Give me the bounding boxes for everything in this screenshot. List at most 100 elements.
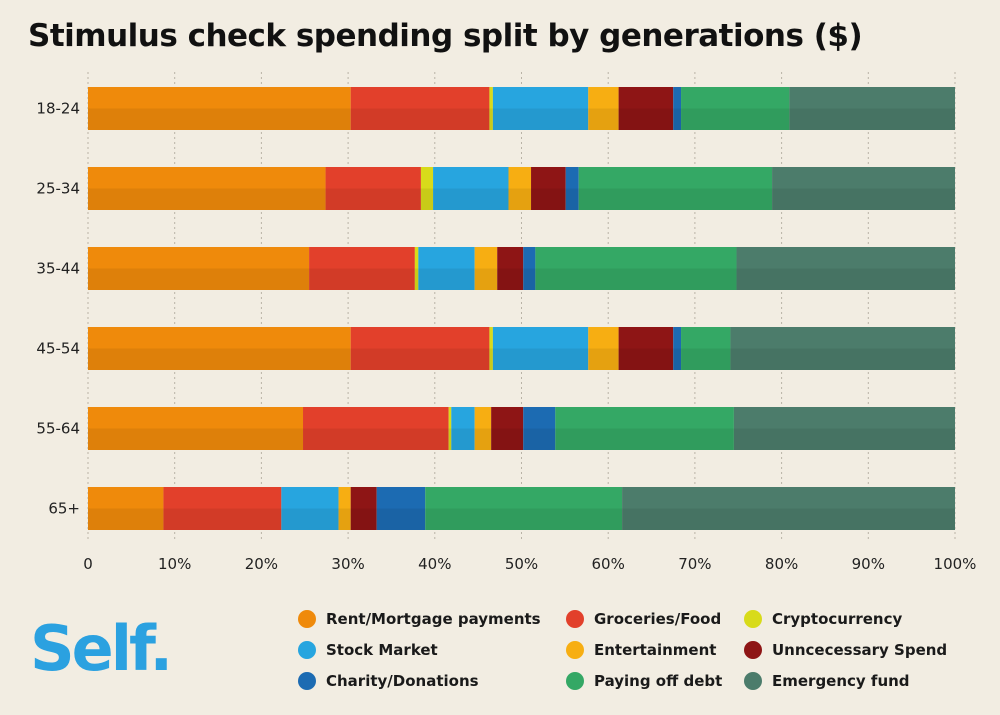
legend-swatch <box>298 609 316 628</box>
bar-segment <box>350 327 490 370</box>
bar-segment-shade <box>88 508 164 530</box>
bar-segment-shade <box>309 268 415 290</box>
legend-item: Groceries/Food <box>566 607 744 630</box>
bar-segment <box>588 87 619 130</box>
bar-segment <box>508 167 532 210</box>
legend-item: Emergency fund <box>744 669 964 692</box>
bar-segment-shade <box>281 508 339 530</box>
x-tick-label: 50% <box>505 555 538 573</box>
bar-segment-shade <box>489 108 493 130</box>
bar-segment <box>88 487 164 530</box>
bar-segment-shade <box>338 508 351 530</box>
bar-segment <box>523 247 536 290</box>
legend-swatch <box>744 671 762 690</box>
bar-segment-shade <box>523 428 556 450</box>
bar-segment-shade <box>420 188 434 210</box>
bar-segment-shade <box>618 108 674 130</box>
bar-segment <box>281 487 339 530</box>
legend-swatch <box>744 609 762 628</box>
bar-segment <box>88 327 351 370</box>
bar-segment <box>492 327 589 370</box>
legend-label: Charity/Donations <box>326 671 479 690</box>
bar-segment-shade <box>622 508 955 530</box>
bar-segment-shade <box>425 508 623 530</box>
chart-legend: Rent/Mortgage payments Groceries/Food Cryp… <box>298 607 964 692</box>
bar-segment-shade <box>325 188 421 210</box>
bar-segment-shade <box>88 108 351 130</box>
bar-segment <box>618 327 674 370</box>
y-category-label: 35-44 <box>36 260 80 278</box>
x-tick-label: 0 <box>83 555 93 573</box>
bar-segment <box>88 247 310 290</box>
bar-segment-shade <box>733 428 955 450</box>
bar-segment-shade <box>681 348 731 370</box>
bar-segment <box>681 87 790 130</box>
self-logo: Self. <box>30 618 173 680</box>
bar-segment-shade <box>376 508 426 530</box>
bar-segment <box>433 167 509 210</box>
bar-segment-shade <box>350 108 490 130</box>
legend-label: Paying off debt <box>594 671 723 690</box>
bar-segment-shade <box>508 188 532 210</box>
x-tick-label: 80% <box>765 555 798 573</box>
bar-segment-shade <box>681 108 790 130</box>
bar-segment-shade <box>350 348 490 370</box>
legend-label: Cryptocurrency <box>772 609 903 628</box>
x-tick-label: 100% <box>934 555 977 573</box>
legend-label: Rent/Mortgage payments <box>326 609 541 628</box>
x-tick-label: 20% <box>245 555 278 573</box>
x-tick-label: 10% <box>158 555 191 573</box>
x-tick-label: 60% <box>592 555 625 573</box>
bar-segment-shade <box>535 268 737 290</box>
bar-segment-shade <box>492 348 589 370</box>
legend-swatch <box>744 640 762 659</box>
bar-segment-shade <box>673 348 682 370</box>
bar-segment <box>350 87 490 130</box>
legend-label: Unncecessary Spend <box>772 640 948 659</box>
bar-segment-shade <box>418 268 475 290</box>
bar-segment <box>681 327 731 370</box>
bar-segment <box>730 327 955 370</box>
legend-label: Groceries/Food <box>594 609 722 628</box>
bar-segment <box>420 167 434 210</box>
bar-segment <box>88 87 351 130</box>
bar-segment-shade <box>531 188 566 210</box>
y-category-label: 18-24 <box>36 100 80 118</box>
bar-segment-shade <box>451 428 475 450</box>
legend-label: Stock Market <box>326 640 438 659</box>
bar-segment-shade <box>618 348 674 370</box>
bar-segment <box>523 407 556 450</box>
bar-segment-shade <box>492 108 589 130</box>
x-tick-label: 90% <box>852 555 885 573</box>
bar-segment-shade <box>578 188 773 210</box>
bar-segment <box>772 167 955 210</box>
bar-segment <box>88 407 304 450</box>
bar-segment <box>474 247 498 290</box>
bar-segment-shade <box>88 268 310 290</box>
bar-segment-shade <box>736 268 955 290</box>
logo-dot: . <box>149 612 174 685</box>
x-tick-label: 70% <box>678 555 711 573</box>
bar-segment-shade <box>350 508 377 530</box>
legend-swatch <box>566 671 584 690</box>
y-category-label: 55-64 <box>36 420 80 438</box>
bar-segment <box>673 87 682 130</box>
legend-item: Cryptocurrency <box>744 607 964 630</box>
bar-segment <box>376 487 426 530</box>
bar-segment-shade <box>163 508 282 530</box>
bar-segment-shade <box>588 108 619 130</box>
bar-segment <box>578 167 773 210</box>
bar-segment-shade <box>588 348 619 370</box>
bar-segment-shade <box>730 348 955 370</box>
bar-segment <box>350 487 377 530</box>
bar-segment <box>489 87 493 130</box>
bar-segment-shade <box>772 188 955 210</box>
bar-segment <box>588 327 619 370</box>
bar-segment <box>325 167 421 210</box>
bar-segment-shade <box>88 348 351 370</box>
bar-segment <box>618 87 674 130</box>
x-tick-label: 30% <box>331 555 364 573</box>
bar-segment-shade <box>565 188 579 210</box>
x-tick-label: 40% <box>418 555 451 573</box>
